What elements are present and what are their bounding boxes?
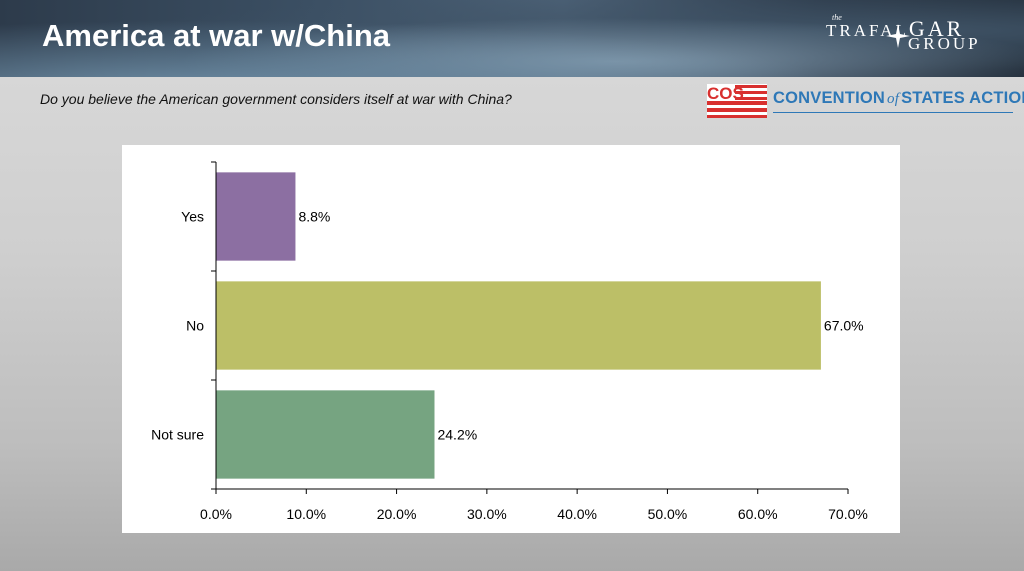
- question-text: Do you believe the American government c…: [40, 91, 512, 107]
- bar-yes: [216, 172, 296, 261]
- cos-badge-text: COS: [707, 84, 744, 103]
- x-tick-label: 10.0%: [286, 506, 326, 522]
- x-tick-label: 40.0%: [557, 506, 597, 522]
- bar-chart: Yes 8.8% No 67.0% Not sure 24.2% 0.0% 10.0% 20.0…: [151, 161, 868, 522]
- logo-the-text: the: [832, 13, 842, 22]
- data-label: 24.2%: [437, 427, 477, 443]
- trafalgar-group-logo: the TRAFALGAR GROUP: [826, 10, 986, 66]
- cos-flag-icon: COS: [707, 84, 767, 118]
- x-tick-label: 0.0%: [200, 506, 232, 522]
- bar-not-sure: [216, 390, 435, 479]
- x-tick-label: 70.0%: [828, 506, 868, 522]
- cos-wordmark: CONVENTION of STATES ACTION: [773, 89, 1024, 107]
- data-label: 67.0%: [824, 318, 864, 334]
- data-label: 8.8%: [298, 209, 330, 225]
- x-tick-label: 20.0%: [377, 506, 417, 522]
- logo-line2: GROUP: [908, 34, 981, 53]
- header-banner: America at war w/China the TRAFALGAR GRO…: [0, 0, 1024, 77]
- compass-star-icon: [886, 24, 910, 48]
- cos-underline: [773, 112, 1013, 113]
- slide-title: America at war w/China: [42, 18, 391, 53]
- logo-line1: TRAFALGAR: [826, 16, 965, 41]
- category-label: Not sure: [151, 427, 204, 443]
- x-tick-label: 60.0%: [738, 506, 778, 522]
- category-label: No: [186, 318, 204, 334]
- chart-panel: Yes 8.8% No 67.0% Not sure 24.2% 0.0% 10.0% 20.0…: [122, 145, 900, 533]
- bar-no: [216, 281, 821, 370]
- category-label: Yes: [181, 209, 204, 225]
- x-tick-label: 50.0%: [648, 506, 688, 522]
- x-tick-label: 30.0%: [467, 506, 507, 522]
